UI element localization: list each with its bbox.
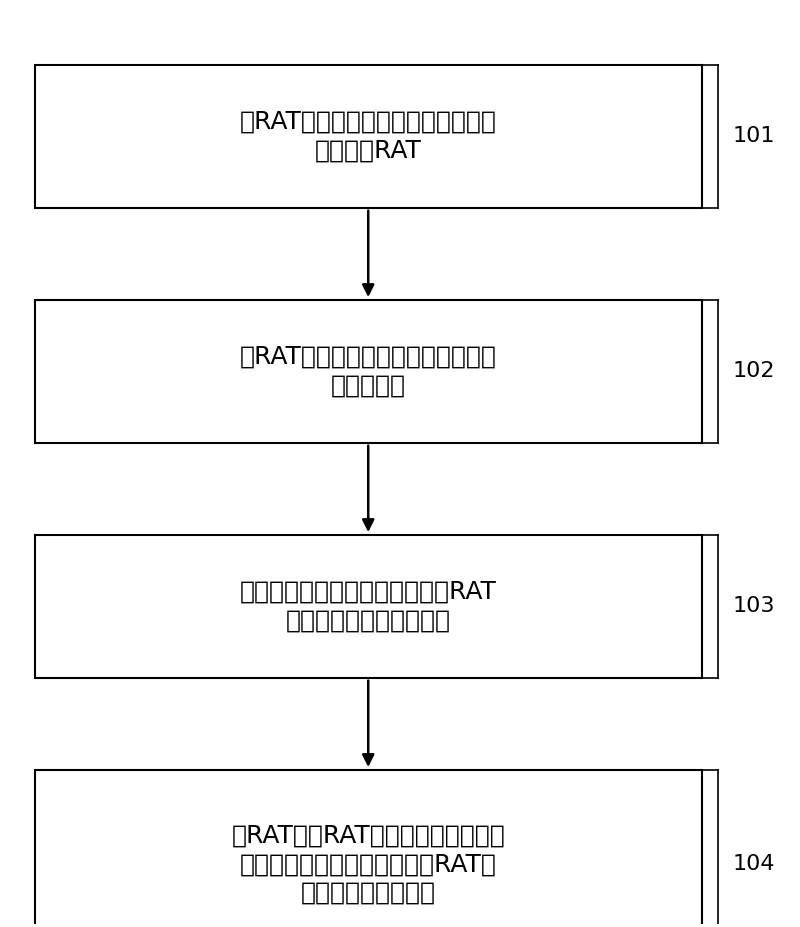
Text: 104: 104 (732, 855, 774, 874)
Text: 102: 102 (732, 362, 774, 381)
Text: 103: 103 (732, 596, 774, 616)
Text: 源RAT对邻RAT和终端的半静态能力: 源RAT对邻RAT和终端的半静态能力 (231, 824, 505, 847)
FancyBboxPatch shape (34, 65, 702, 208)
Text: 传递到源RAT: 传递到源RAT (314, 139, 422, 163)
Text: 101: 101 (732, 126, 774, 146)
Text: 邻RAT将部分能力信息通过主干网络: 邻RAT将部分能力信息通过主干网络 (240, 110, 497, 134)
Text: 信息进行匹配，再将终端同邻RAT的: 信息进行匹配，再将终端同邻RAT的 (240, 852, 497, 876)
Text: 邻RAT通过空中接口将动态能力信息: 邻RAT通过空中接口将动态能力信息 (240, 345, 497, 369)
Text: 匹配结果发送给终端: 匹配结果发送给终端 (301, 881, 436, 905)
Text: 的动态能力信息进行匹配: 的动态能力信息进行匹配 (286, 609, 450, 632)
Text: 发送给终端: 发送给终端 (330, 374, 406, 398)
FancyBboxPatch shape (34, 300, 702, 443)
FancyBboxPatch shape (34, 770, 702, 927)
Text: 终端将自身的动态能力信息同邻RAT: 终端将自身的动态能力信息同邻RAT (240, 580, 497, 604)
FancyBboxPatch shape (34, 535, 702, 678)
